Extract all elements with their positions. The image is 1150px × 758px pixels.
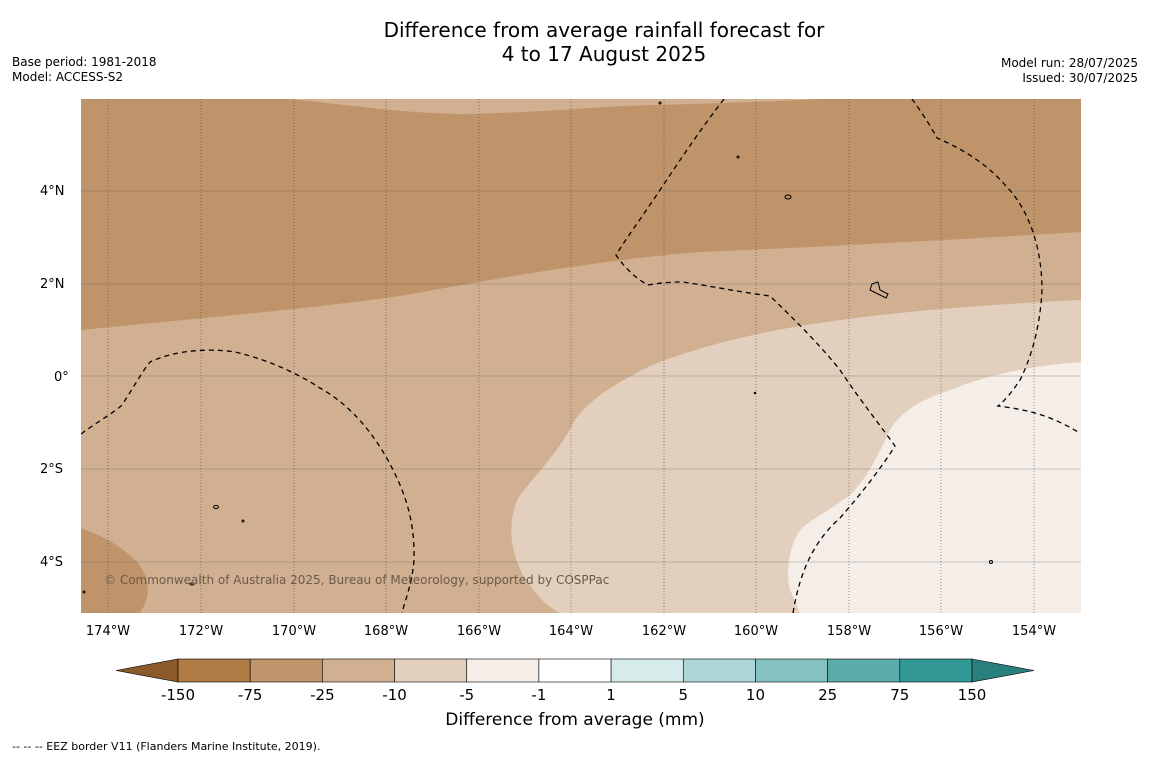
colorbar-segment bbox=[755, 658, 828, 683]
lon-label-174w: 174°W bbox=[85, 624, 131, 639]
island-10 bbox=[82, 590, 86, 594]
issued-date: Issued: 30/07/2025 bbox=[1022, 71, 1138, 85]
colorbar-segment bbox=[610, 658, 684, 683]
lat-label-4s: 4°S bbox=[40, 555, 64, 570]
colorbar-arrow-low bbox=[115, 658, 179, 683]
meta-left: Base period: 1981-2018 Model: ACCESS-S2 bbox=[12, 55, 157, 85]
colorbar-tick-label: -75 bbox=[237, 686, 263, 704]
island-6 bbox=[658, 101, 662, 105]
model-run: Model run: 28/07/2025 bbox=[1000, 56, 1138, 70]
lat-label-2n: 2°N bbox=[40, 277, 65, 292]
colorbar-segment bbox=[177, 658, 251, 683]
lat-label-4n: 4°N bbox=[40, 184, 65, 199]
colorbar-segment bbox=[827, 658, 901, 683]
lon-label-168w: 168°W bbox=[363, 624, 409, 639]
colorbar-tick-label: -150 bbox=[160, 686, 196, 704]
lon-label-172w: 172°W bbox=[178, 624, 224, 639]
chart-title: Difference from average rainfall forecas… bbox=[0, 18, 1150, 66]
island-3 bbox=[189, 582, 195, 586]
island-5 bbox=[736, 155, 740, 159]
eez-footnote: -- -- -- EEZ border V11 (Flanders Marine… bbox=[12, 740, 321, 753]
base-period: Base period: 1981-2018 bbox=[12, 55, 157, 69]
lon-label-170w: 170°W bbox=[271, 624, 317, 639]
copyright-notice: © Commonwealth of Australia 2025, Bureau… bbox=[104, 573, 610, 587]
colorbar-tick-label: -25 bbox=[310, 686, 335, 704]
island-4 bbox=[869, 281, 889, 299]
lon-label-154w: 154°W bbox=[1011, 624, 1057, 639]
colorbar-segment bbox=[538, 658, 612, 683]
meta-right: Model run: 28/07/2025 Issued: 30/07/2025 bbox=[1001, 56, 1138, 86]
island-8 bbox=[989, 560, 993, 564]
lon-label-160w: 160°W bbox=[733, 624, 779, 639]
band-minus75-minus25-corner bbox=[81, 528, 148, 613]
islands bbox=[82, 101, 993, 594]
colorbar-tick-label: -1 bbox=[531, 686, 547, 704]
colorbar-tick-label: -5 bbox=[459, 686, 475, 704]
colorbar-tick-label: 5 bbox=[678, 686, 689, 704]
colorbar-tick-label: 1 bbox=[606, 686, 616, 704]
lat-label-2s: 2°S bbox=[40, 462, 64, 477]
colorbar-tick-label: 25 bbox=[818, 686, 838, 704]
band-minus75-minus25-top bbox=[81, 99, 1081, 330]
rainfall-contours bbox=[81, 99, 1081, 613]
colorbar-segment bbox=[682, 658, 756, 683]
lon-label-162w: 162°W bbox=[641, 624, 687, 639]
lon-label-164w: 164°W bbox=[548, 624, 594, 639]
colorbar-tick-label: 10 bbox=[745, 686, 765, 704]
lon-label-158w: 158°W bbox=[826, 624, 872, 639]
band-minus25-top-cap bbox=[290, 99, 1081, 114]
colorbar-segment bbox=[249, 658, 323, 683]
model-name: Model: ACCESS-S2 bbox=[12, 70, 124, 84]
lon-label-166w: 166°W bbox=[456, 624, 502, 639]
colorbar-title: Difference from average (mm) bbox=[445, 710, 705, 730]
band-minus5-minus1 bbox=[788, 362, 1081, 613]
colorbar-segment bbox=[899, 658, 973, 683]
lat-label-0: 0° bbox=[54, 370, 69, 385]
colorbar-arrow-high bbox=[971, 658, 1035, 683]
colorbar-tick-label: 75 bbox=[890, 686, 910, 704]
title-line-2: 4 to 17 August 2025 bbox=[501, 42, 707, 66]
colorbar-tick-label: -10 bbox=[382, 686, 407, 704]
eez-borders bbox=[81, 99, 1079, 613]
gridlines bbox=[81, 190, 1081, 563]
colorbar-segment bbox=[466, 658, 540, 683]
eez-border-kiribati-line-east bbox=[911, 99, 1079, 433]
colorbar-segment bbox=[394, 658, 468, 683]
eez-border-kiribati-phoenix bbox=[81, 349, 415, 613]
island-2 bbox=[213, 505, 219, 509]
title-line-1: Difference from average rainfall forecas… bbox=[383, 18, 825, 42]
island-7 bbox=[241, 519, 245, 523]
island-9 bbox=[753, 391, 757, 395]
colorbar bbox=[115, 658, 1035, 683]
colorbar-segment bbox=[322, 658, 395, 683]
colorbar-tick-label: 150 bbox=[957, 686, 987, 704]
island-1 bbox=[784, 194, 792, 200]
lon-label-156w: 156°W bbox=[918, 624, 964, 639]
